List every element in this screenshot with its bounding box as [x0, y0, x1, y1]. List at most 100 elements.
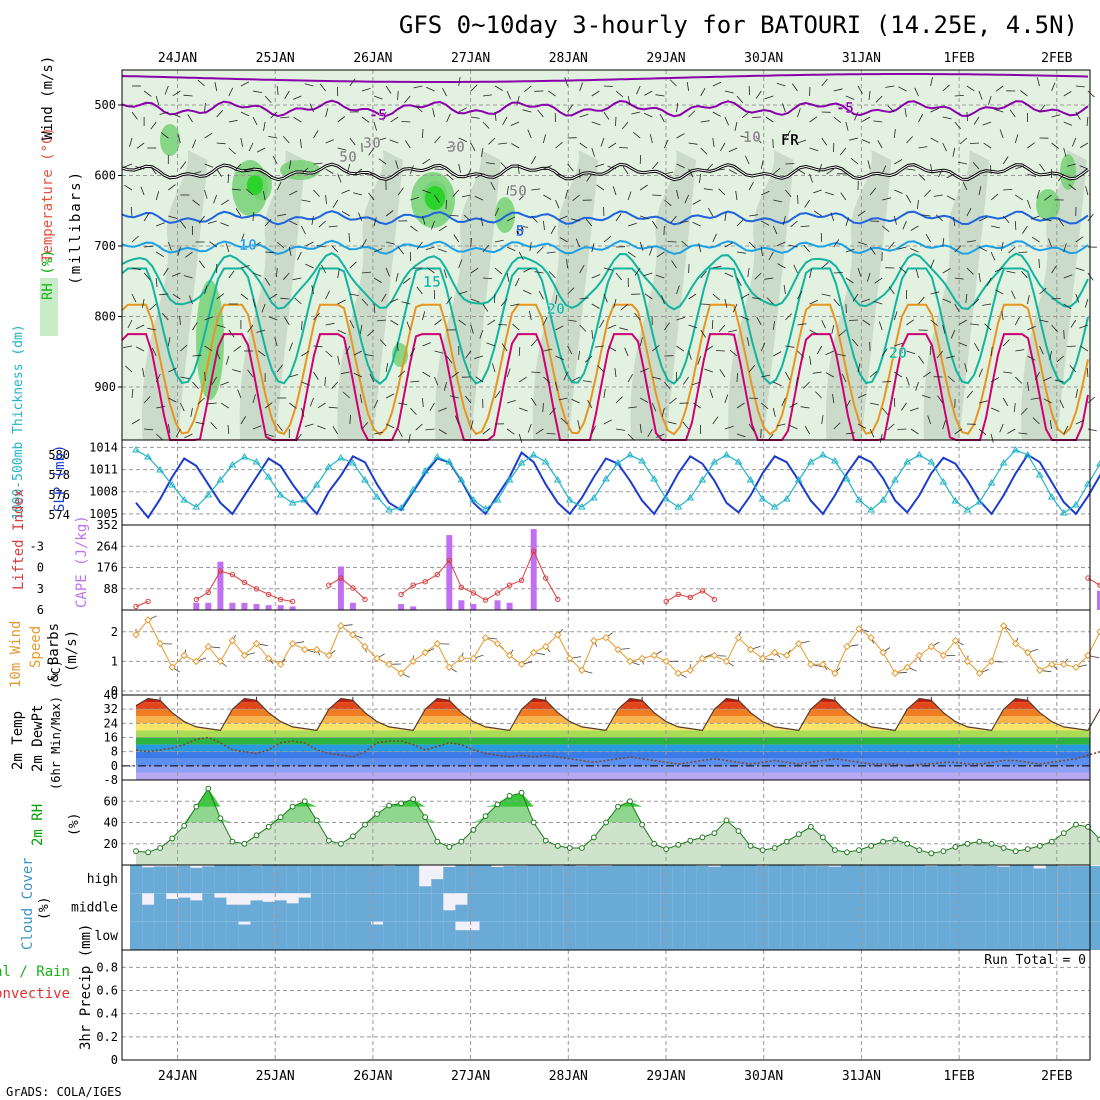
thickness-point: [469, 496, 478, 503]
wind-barb: [192, 139, 197, 149]
cloud-cell: [515, 893, 529, 922]
wind-barb: [408, 433, 411, 443]
wind-barb: [422, 311, 426, 321]
wind-barb: [901, 402, 907, 411]
wind-barb: [127, 319, 133, 329]
wind-barb: [700, 270, 707, 279]
wind-barb: [1051, 82, 1056, 92]
cloud-cell: [310, 893, 324, 922]
cloud-cell: [732, 921, 746, 950]
cloud-cell: [600, 893, 613, 922]
wind-barb: [425, 246, 435, 250]
wind-barb: [918, 173, 926, 181]
wind-barb: [591, 303, 600, 309]
wind-speed-point: [722, 657, 731, 666]
wind-barb: [809, 269, 812, 279]
cloud-cell: [130, 921, 143, 950]
wind-barb: [131, 388, 134, 399]
wind-barb: [664, 381, 671, 390]
wind-barb: [746, 337, 750, 347]
thickness-point: [1059, 509, 1068, 516]
wind-barb: [966, 207, 972, 217]
lifted-index-point: [531, 548, 537, 554]
wind-barb: [168, 215, 178, 219]
cloud-cell: [925, 866, 938, 894]
wind-barb: [697, 355, 702, 365]
wind-barb: [881, 165, 887, 175]
wind-barb: [651, 220, 658, 229]
wind-barb: [833, 116, 842, 124]
wind-barb: [1051, 298, 1061, 300]
cloud-cell: [503, 866, 517, 894]
wind-barb: [841, 373, 847, 383]
wind-barb: [225, 243, 230, 253]
wind-barb: [607, 165, 617, 170]
cloud-cell: [973, 865, 987, 894]
cloud-cell: [166, 866, 179, 894]
wind-barb: [676, 189, 679, 199]
temp-band: [136, 744, 1090, 752]
cloud-axis-label: Cloud Cover: [20, 857, 36, 950]
wind-barb: [936, 350, 944, 359]
cloud-cell: [455, 904, 468, 922]
wind-barb: [591, 329, 594, 339]
wind-barb: [995, 289, 1004, 295]
isotherm-25: [121, 303, 1089, 436]
cloud-cell: [997, 921, 1011, 950]
wind-barb: [692, 199, 701, 205]
cloud-cell: [371, 924, 384, 950]
cape-bar: [337, 566, 344, 610]
wind-barb: [986, 277, 992, 287]
wind-barb: [869, 428, 875, 438]
wind-barb: [142, 368, 145, 378]
wind-barb: [519, 407, 528, 412]
wind-barb: [1087, 272, 1094, 281]
wind-barb: [978, 246, 988, 252]
wind-barb: [728, 147, 738, 153]
wind-barb: [1084, 298, 1089, 308]
wind-barb: [519, 225, 529, 228]
cloud-cell: [1009, 921, 1023, 950]
wind-barb: [555, 173, 565, 177]
wind-barb: [683, 376, 689, 385]
cloud-cell: [756, 865, 770, 894]
wind-barb: [301, 350, 310, 357]
precip-tick-label: 0.6: [96, 984, 118, 998]
wind-barb: [192, 199, 200, 206]
wind-barb: [595, 163, 605, 168]
cloud-cell: [407, 893, 420, 922]
wind-barb: [736, 372, 738, 383]
wind-speed-point: [132, 631, 140, 639]
precip-tick-label: 0: [111, 1053, 118, 1067]
wind-barb: [708, 207, 714, 217]
wind-barb: [990, 164, 992, 175]
wind-barb: [216, 142, 226, 145]
wind-barb: [621, 121, 629, 130]
wind-barb: [227, 424, 230, 435]
wind-barb: [857, 393, 867, 399]
rh-point: [169, 835, 176, 842]
wind-barb: [195, 421, 205, 425]
rh-moist-column: [435, 150, 501, 440]
wind-barb: [772, 138, 774, 149]
cloud-cell: [684, 865, 697, 894]
wind-barb: [207, 220, 217, 224]
cloud-cell: [395, 921, 408, 950]
thickness-point: [361, 476, 369, 483]
cloud-cell: [491, 921, 505, 950]
wind-barb: [155, 191, 160, 201]
rh2m-axis-label: 2m RH: [30, 804, 46, 846]
contour-label: 30: [447, 138, 465, 156]
wind-barb: [719, 369, 726, 378]
isotherm--5: [121, 99, 1089, 118]
rh-saturated-blob: [425, 186, 445, 210]
wind-speed-point: [939, 651, 948, 660]
thickness-point: [445, 458, 454, 465]
wind-barb: [1039, 163, 1046, 172]
wind-barb: [661, 407, 665, 417]
wind-speed-series: [132, 616, 1100, 677]
wind-barb: [180, 402, 185, 412]
wind-barb: [978, 90, 983, 100]
cloud-cell: [551, 921, 565, 950]
wind-barb: [729, 349, 738, 357]
